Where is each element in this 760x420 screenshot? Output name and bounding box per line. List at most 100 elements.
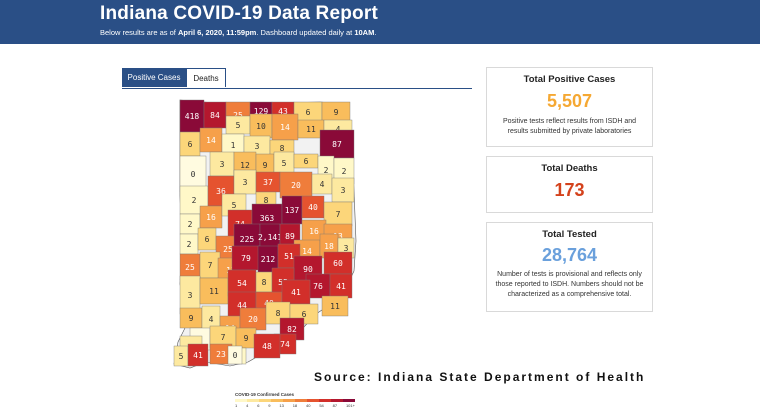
- county-case-count: 76: [313, 282, 323, 291]
- county-region[interactable]: [187, 343, 209, 367]
- county-case-count: 6: [304, 157, 309, 166]
- legend-tick: 101+: [345, 403, 355, 408]
- county-case-count: 9: [244, 334, 249, 343]
- county-case-count: 12: [240, 161, 250, 170]
- county-case-count: 11: [209, 287, 219, 296]
- county-case-count: 3: [255, 142, 260, 151]
- county-case-count: 1: [231, 141, 236, 150]
- legend-swatch: [331, 399, 343, 402]
- county-region[interactable]: [227, 269, 257, 297]
- county-region[interactable]: [321, 295, 349, 317]
- subtitle-date: April 6, 2020, 11:59pm: [177, 28, 257, 37]
- county-case-count: 4: [209, 315, 214, 324]
- county-case-count: 87: [332, 140, 342, 149]
- map-tabs: Positive Cases Deaths: [122, 68, 472, 89]
- tab-positive-cases[interactable]: Positive Cases: [122, 68, 186, 87]
- legend-tick: 4: [246, 403, 249, 408]
- county-case-count: 90: [303, 265, 313, 274]
- county-region[interactable]: [231, 245, 261, 271]
- county-region[interactable]: [319, 129, 355, 159]
- county-region[interactable]: [253, 333, 281, 359]
- county-case-count: 129: [254, 107, 269, 116]
- legend-swatch: [319, 399, 331, 402]
- county-region[interactable]: [323, 201, 353, 227]
- county-case-count: 20: [248, 315, 258, 324]
- county-case-count: 7: [221, 333, 226, 342]
- legend-ticks: 1 4 6 9 13 18 40 54 87 101+: [235, 403, 355, 408]
- legend-swatch: [283, 399, 295, 402]
- county-case-count: 3: [188, 291, 193, 300]
- county-case-count: 9: [263, 161, 268, 170]
- county-case-count: 363: [260, 214, 275, 223]
- legend-tick: 40: [306, 403, 311, 408]
- county-case-count: 43: [278, 107, 288, 116]
- county-case-count: 5: [282, 159, 287, 168]
- county-case-count: 60: [333, 259, 343, 268]
- county-region[interactable]: [227, 345, 243, 365]
- county-case-count: 6: [306, 108, 311, 117]
- county-case-count: 54: [237, 279, 247, 288]
- county-case-count: 8: [262, 278, 267, 287]
- total-positive-card: Total Positive Cases 5,507 Positive test…: [486, 67, 653, 147]
- subtitle-mid: . Dashboard updated daily at: [256, 28, 355, 37]
- county-case-count: 212: [261, 255, 276, 264]
- county-case-count: 2: [187, 240, 192, 249]
- page-title: Indiana COVID-19 Data Report: [100, 3, 378, 24]
- county-case-count: 89: [285, 232, 295, 241]
- legend-color-bar: [235, 399, 355, 402]
- county-case-count: 4: [336, 125, 341, 134]
- county-case-count: 11: [306, 125, 316, 134]
- county-case-count: 137: [285, 206, 300, 215]
- county-case-count: 25: [185, 263, 195, 272]
- positive-card-value: 5,507: [546, 91, 593, 111]
- tested-card-value: 28,764: [541, 245, 598, 265]
- county-region[interactable]: [179, 99, 205, 133]
- county-case-count: 418: [185, 112, 200, 121]
- county-case-count: 82: [287, 325, 297, 334]
- header-banner: Indiana COVID-19 Data Report Below resul…: [0, 0, 760, 44]
- county-case-count: 6: [205, 235, 210, 244]
- county-case-count: 4: [320, 180, 325, 189]
- county-case-count: 8: [276, 309, 281, 318]
- county-case-count: 3: [220, 160, 225, 169]
- legend-swatch: [259, 399, 271, 402]
- subtitle-time: 10AM: [354, 28, 375, 37]
- county-case-count: 18: [324, 242, 334, 251]
- county-case-count: 44: [237, 301, 247, 310]
- county-region[interactable]: [271, 113, 299, 141]
- county-case-count: 41: [291, 288, 301, 297]
- county-region[interactable]: [209, 151, 235, 177]
- legend-swatch: [295, 399, 307, 402]
- county-case-count: 25: [233, 111, 243, 120]
- county-case-count: 11: [330, 302, 340, 311]
- county-case-count: 5: [232, 201, 237, 210]
- county-case-count: 6: [188, 140, 193, 149]
- county-case-count: 2,141: [258, 233, 282, 242]
- tab-deaths[interactable]: Deaths: [186, 68, 226, 87]
- county-case-count: 79: [241, 254, 251, 263]
- county-case-count: 84: [210, 111, 220, 120]
- legend-title: COVID-19 Confirmed Cases: [235, 392, 295, 397]
- county-case-count: 37: [263, 178, 273, 187]
- total-deaths-card: Total Deaths 173: [486, 156, 653, 213]
- source-caption: Source: Indiana State Department of Heal…: [314, 370, 646, 384]
- county-region[interactable]: [199, 277, 229, 305]
- legend-tick: 87: [332, 403, 338, 408]
- county-case-count: 16: [309, 227, 319, 236]
- county-case-count: 74: [280, 340, 290, 349]
- county-region[interactable]: [279, 171, 313, 199]
- county-case-count: 25: [223, 245, 233, 254]
- county-case-count: 41: [336, 282, 346, 291]
- county-case-count: 23: [216, 350, 226, 359]
- county-case-count: 2: [342, 167, 347, 176]
- county-case-count: 9: [189, 314, 194, 323]
- legend-swatch: [235, 399, 247, 402]
- county-case-count: 0: [191, 170, 196, 179]
- deaths-card-value: 173: [554, 180, 585, 200]
- legend-swatch: [247, 399, 259, 402]
- county-case-count: 2: [188, 220, 193, 229]
- tested-card-note: Number of tests is provisional and refle…: [495, 271, 644, 298]
- subtitle-end: .: [374, 28, 377, 37]
- total-tested-card: Total Tested 28,764 Number of tests is p…: [486, 222, 653, 312]
